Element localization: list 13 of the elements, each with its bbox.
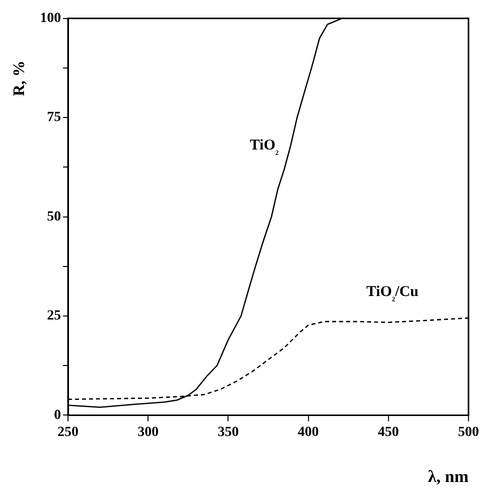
y-tick-label: 75 xyxy=(47,110,61,126)
y-tick-label: 50 xyxy=(47,209,61,224)
x-tick-label: 400 xyxy=(298,425,319,440)
x-tick-label: 250 xyxy=(58,425,78,440)
x-axis-title: λ, nm xyxy=(428,467,468,486)
y-tick-label: 100 xyxy=(40,11,61,26)
y-tick-label: 0 xyxy=(54,408,61,423)
x-tick-label: 300 xyxy=(138,425,159,440)
x-tick-label: 500 xyxy=(458,425,479,440)
x-tick-label: 350 xyxy=(218,425,239,440)
x-tick-label: 450 xyxy=(378,425,399,440)
y-axis-title: R, % xyxy=(11,60,28,96)
y-tick-label: 25 xyxy=(47,308,61,324)
